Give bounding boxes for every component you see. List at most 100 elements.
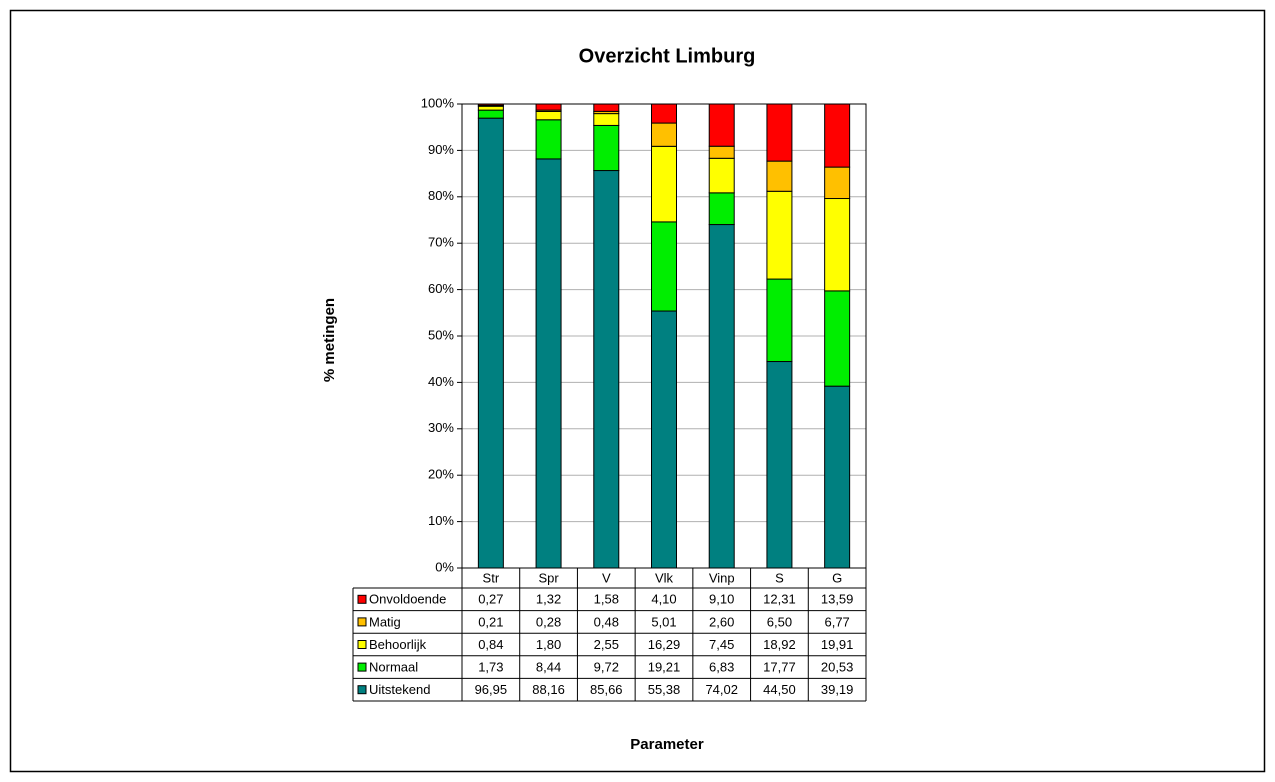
legend-label: Matig <box>369 614 401 629</box>
y-tick-label: 100% <box>421 95 455 110</box>
legend-swatch <box>357 640 367 649</box>
bar-segment <box>824 166 851 200</box>
bar-segment <box>477 117 504 569</box>
table-value: 20,53 <box>821 660 854 675</box>
bar-segment <box>766 190 793 280</box>
y-tick-label: 0% <box>435 559 454 574</box>
table-value: 4,10 <box>651 592 676 607</box>
table-value: 1,58 <box>594 592 619 607</box>
chart-title: Overzicht Limburg <box>579 45 756 67</box>
table-value: 1,32 <box>536 592 561 607</box>
table-value: 85,66 <box>590 682 623 697</box>
x-tick-label: Vinp <box>709 570 735 585</box>
table-value: 6,77 <box>824 614 849 629</box>
table-value: 96,95 <box>475 682 508 697</box>
table-value: 16,29 <box>648 637 681 652</box>
table-value: 39,19 <box>821 682 854 697</box>
chart-frame <box>9 9 1266 773</box>
table-value: 9,72 <box>594 660 619 675</box>
legend-swatch <box>357 662 367 672</box>
y-tick-label: 70% <box>428 235 454 250</box>
y-tick-label: 50% <box>428 327 454 342</box>
table-value: 0,48 <box>594 614 619 629</box>
bar-segment <box>535 119 562 160</box>
table-value: 5,01 <box>651 614 676 629</box>
bar-segment <box>708 145 735 159</box>
table-value: 0,84 <box>478 637 503 652</box>
bar-segment <box>708 103 735 147</box>
y-tick-label: 60% <box>428 281 454 296</box>
table-value: 17,77 <box>763 660 796 675</box>
bar-segment <box>477 103 504 106</box>
legend-label: Normaal <box>369 660 418 675</box>
table-value: 19,91 <box>821 637 854 652</box>
legend-label: Uitstekend <box>369 682 430 697</box>
bar-segment <box>766 278 793 363</box>
y-tick-label: 20% <box>428 467 454 482</box>
table-value: 12,31 <box>763 592 796 607</box>
bar-segment <box>535 103 562 111</box>
bar-segment <box>708 192 735 226</box>
bar-segment <box>651 103 677 124</box>
table-value: 88,16 <box>532 682 565 697</box>
legend-label: Onvoldoende <box>369 592 446 607</box>
bar-segment <box>824 385 851 569</box>
table-value: 6,50 <box>767 614 792 629</box>
bar-segment <box>535 110 562 121</box>
bar-segment <box>766 361 793 569</box>
y-axis-label: % metingen <box>321 298 338 382</box>
x-tick-label: Spr <box>538 570 559 585</box>
table-value: 13,59 <box>821 592 854 607</box>
table-value: 18,92 <box>763 637 796 652</box>
table-value: 0,21 <box>478 614 503 629</box>
x-axis-label: Parameter <box>630 736 704 753</box>
legend-label: Behoorlijk <box>369 637 427 652</box>
bar-segment <box>708 224 735 569</box>
x-tick-label: Str <box>483 570 500 585</box>
table-value: 19,21 <box>648 660 681 675</box>
table-value: 1,73 <box>478 660 503 675</box>
x-tick-label: S <box>775 570 784 585</box>
table-value: 44,50 <box>763 682 796 697</box>
bar-segment <box>824 290 851 387</box>
y-tick-label: 10% <box>428 513 454 528</box>
table-value: 1,80 <box>536 637 561 652</box>
table-value: 7,45 <box>709 637 734 652</box>
bar-segment <box>651 122 677 147</box>
bar-segment <box>651 221 677 312</box>
bar-segment <box>708 157 735 194</box>
y-tick-label: 30% <box>428 420 454 435</box>
bar-segment <box>651 310 677 569</box>
x-tick-label: Vlk <box>655 570 674 585</box>
bar-segment <box>477 109 504 119</box>
table-value: 9,10 <box>709 592 734 607</box>
bar-segment <box>593 170 620 569</box>
table-value: 2,60 <box>709 614 734 629</box>
table-value: 0,27 <box>478 592 503 607</box>
x-tick-label: V <box>602 570 611 585</box>
bar-segment <box>593 124 620 172</box>
bar-segment <box>593 113 620 126</box>
x-tick-label: G <box>832 570 842 585</box>
legend-swatch <box>357 617 367 627</box>
bar-segment <box>477 105 504 111</box>
y-tick-label: 80% <box>428 188 454 203</box>
bar-segment <box>593 103 620 112</box>
legend-swatch <box>357 594 367 604</box>
bar-segment <box>651 145 677 223</box>
table-value: 55,38 <box>648 682 681 697</box>
bar-segment <box>766 103 793 162</box>
legend-swatch <box>357 685 367 695</box>
bar-segment <box>824 198 851 292</box>
y-tick-label: 90% <box>428 142 454 157</box>
table-value: 6,83 <box>709 660 734 675</box>
bar-segment <box>766 160 793 192</box>
table-value: 2,55 <box>594 637 619 652</box>
bar-segment <box>535 158 562 569</box>
bar-segment <box>824 103 851 168</box>
table-value: 8,44 <box>536 660 561 675</box>
table-value: 74,02 <box>705 682 738 697</box>
y-tick-label: 40% <box>428 374 454 389</box>
table-value: 0,28 <box>536 614 561 629</box>
